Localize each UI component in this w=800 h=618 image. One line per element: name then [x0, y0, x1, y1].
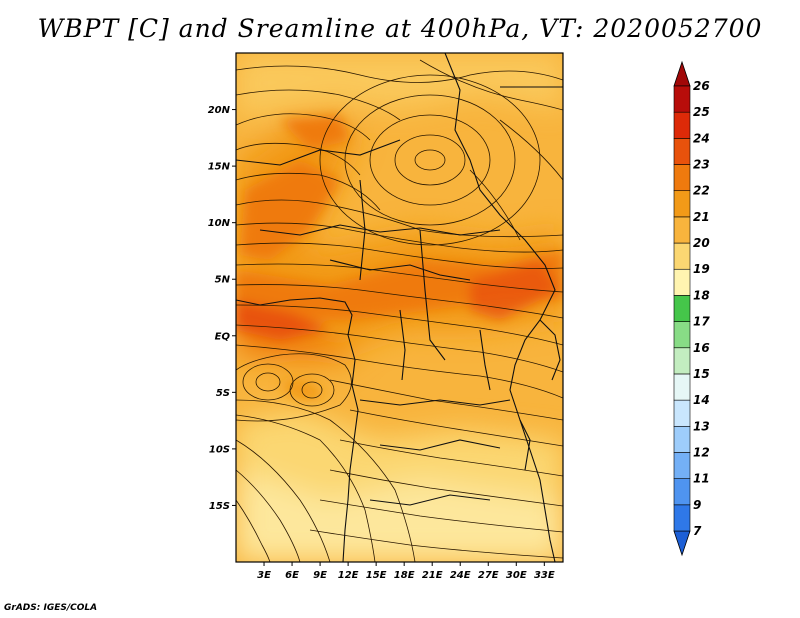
- map-plot-frame: [235, 52, 564, 563]
- colorbar-segment: [673, 164, 691, 192]
- x-tick-label: 24E: [450, 570, 471, 581]
- colorbar-level-label: 16: [693, 341, 710, 355]
- colorbar-level-label: 26: [693, 79, 710, 93]
- colorbar-segment: [673, 321, 691, 349]
- colorbar-level-label: 9: [693, 498, 701, 512]
- colorbar-segment: [673, 399, 691, 427]
- x-tick-label: 6E: [285, 570, 299, 581]
- y-tick-label: 15S: [209, 501, 230, 512]
- colorbar-segment: [673, 347, 691, 375]
- colorbar-level-label: 25: [693, 105, 710, 119]
- colorbar-segment: [673, 504, 691, 532]
- colorbar-level-label: 23: [693, 158, 710, 172]
- colorbar-level-label: 12: [693, 445, 710, 459]
- streamlines: [236, 59, 563, 562]
- x-tick-label: 21E: [422, 570, 443, 581]
- y-tick-label: 10S: [209, 444, 230, 455]
- longitude-axis: 3E 6E 9E 12E 15E 18E 21E 24E 27E 30E 33E: [257, 562, 555, 581]
- colorbar-level-label: 14: [693, 393, 710, 407]
- wbpt-field: [236, 53, 563, 562]
- x-tick-label: 30E: [506, 570, 527, 581]
- x-tick-label: 12E: [338, 570, 359, 581]
- colorbar-segment: [673, 268, 691, 296]
- colorbar-segment: [673, 478, 691, 506]
- colorbar-segment: [673, 111, 691, 139]
- colorbar-segment: [673, 452, 691, 479]
- colorbar-segment: [673, 138, 691, 165]
- wbpt-colorbar: 7 9 11 12 13 14 15 16 17 18 19 20 21 22 23 24 25 26: [673, 60, 710, 557]
- x-tick-label: 18E: [394, 570, 415, 581]
- colorbar-level-label: 22: [693, 184, 710, 198]
- colorbar-segment: [673, 242, 691, 270]
- colorbar-level-label: 21: [693, 210, 710, 224]
- colorbar-level-label: 13: [693, 419, 710, 433]
- x-tick-label: 27E: [478, 570, 499, 581]
- colorbar-level-label: 18: [693, 288, 710, 302]
- latitude-axis: 20N 15N 10N 5N EQ 5S 10S 15S: [208, 105, 236, 512]
- colorbar-segment: [673, 216, 691, 244]
- x-tick-label: 9E: [313, 570, 327, 581]
- colorbar-level-label: 11: [693, 472, 710, 486]
- colorbar-level-label: 24: [693, 131, 710, 145]
- y-tick-label: 20N: [208, 105, 231, 116]
- y-tick-label: EQ: [215, 331, 231, 342]
- colorbar-level-label: 15: [693, 367, 710, 381]
- y-tick-label: 5S: [216, 388, 230, 399]
- colorbar-top-arrow: [673, 60, 691, 87]
- x-tick-label: 33E: [534, 570, 555, 581]
- colorbar-bottom-arrow: [673, 530, 691, 557]
- colorbar-segment: [673, 85, 691, 113]
- coastlines-and-borders: [236, 53, 563, 562]
- x-tick-label: 15E: [366, 570, 387, 581]
- y-tick-label: 15N: [208, 162, 231, 173]
- colorbar-segment: [673, 425, 691, 453]
- x-tick-label: 3E: [257, 570, 271, 581]
- colorbar-segment: [673, 373, 691, 401]
- colorbar-segment: [673, 190, 691, 218]
- colorbar-level-label: 19: [693, 262, 710, 276]
- colorbar-level-label: 7: [693, 524, 702, 538]
- map-title: WBPT [C] and Sreamline at 400hPa, VT: 20…: [37, 14, 763, 43]
- y-tick-label: 10N: [208, 218, 231, 229]
- colorbar-level-label: 17: [693, 315, 710, 329]
- colorbar-segment: [673, 295, 691, 322]
- colorbar-level-label: 20: [693, 236, 710, 250]
- y-tick-label: 5N: [215, 275, 231, 286]
- grads-credit: GrADS: IGES/COLA: [4, 603, 98, 613]
